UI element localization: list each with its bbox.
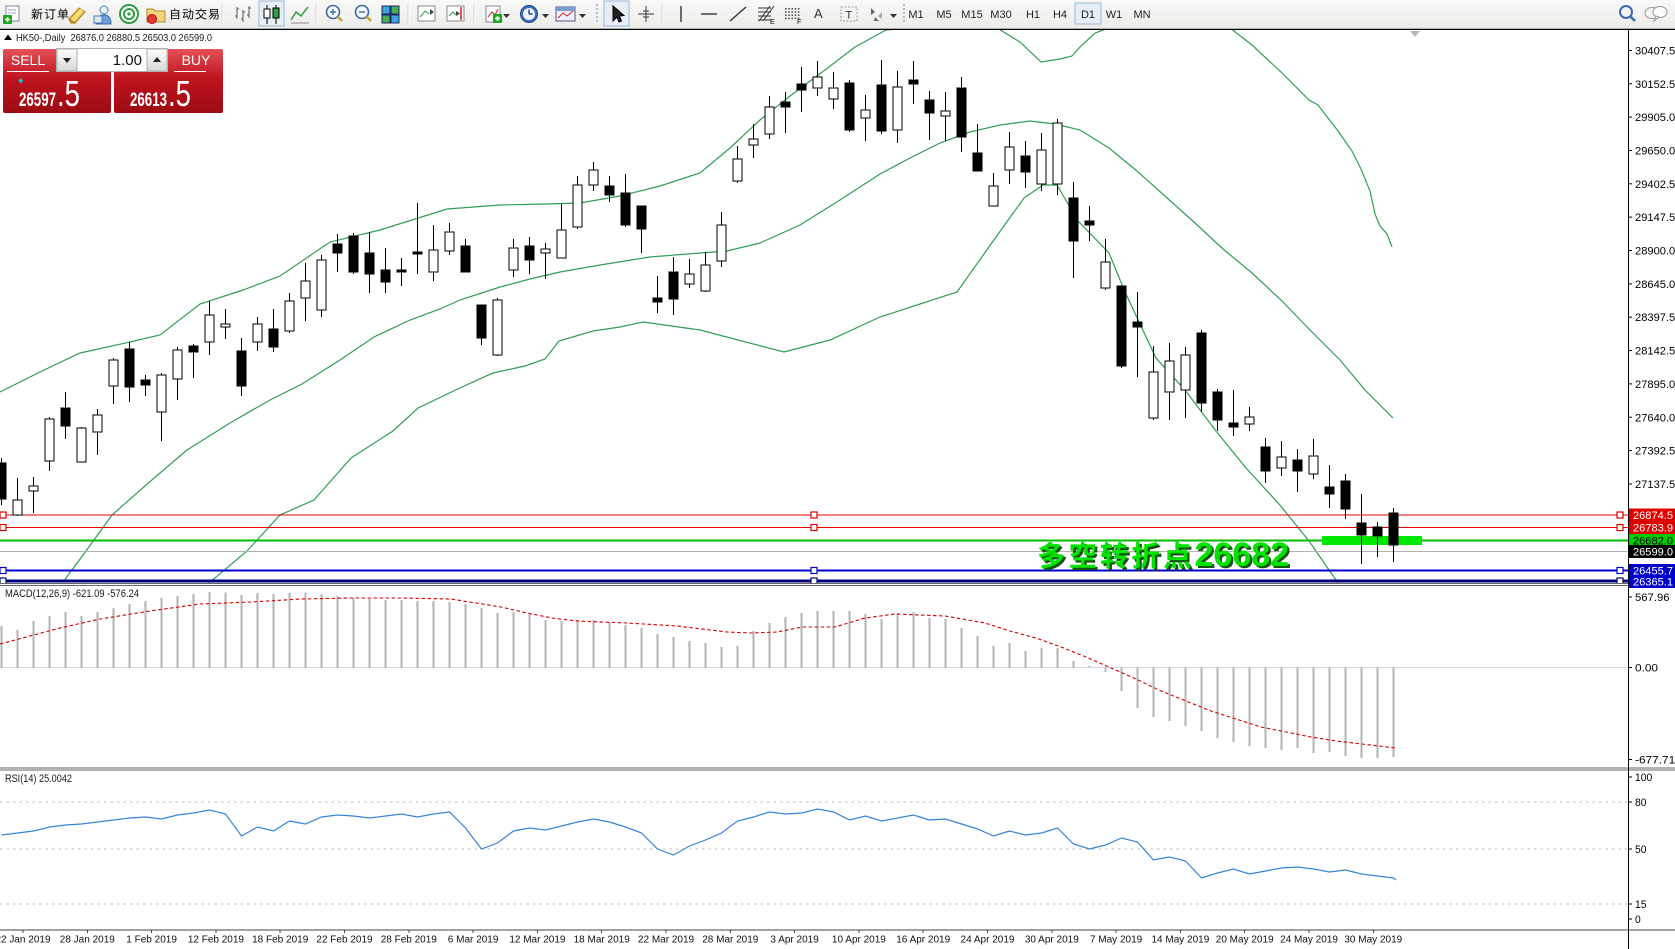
svg-text:567.96: 567.96: [1635, 592, 1670, 604]
svg-text:26613: 26613: [130, 90, 167, 111]
svg-text:BUY: BUY: [182, 52, 211, 68]
svg-text:50: 50: [1635, 844, 1647, 856]
svg-text:0.00: 0.00: [1635, 663, 1658, 675]
svg-text:T: T: [846, 10, 853, 22]
svg-text:A: A: [814, 6, 823, 21]
svg-text:MACD(12,26,9) -621.09 -576.24: MACD(12,26,9) -621.09 -576.24: [5, 588, 139, 600]
svg-text:1 Feb 2019: 1 Feb 2019: [126, 935, 177, 946]
svg-text:100: 100: [1635, 772, 1652, 784]
svg-text:M30: M30: [990, 9, 1011, 21]
svg-text:HK50-,Daily 26876.0 26880.5 2: HK50-,Daily 26876.0 26880.5 26503.0 2659…: [16, 32, 212, 44]
svg-text:MN: MN: [1133, 9, 1150, 21]
svg-text:SELL: SELL: [11, 52, 45, 68]
svg-text:29402.5: 29402.5: [1635, 179, 1675, 191]
svg-text:27895.0: 27895.0: [1635, 379, 1675, 391]
svg-text:30 May 2019: 30 May 2019: [1344, 935, 1402, 946]
svg-text:26682: 26682: [1195, 536, 1290, 574]
svg-text:12 Mar 2019: 12 Mar 2019: [509, 935, 566, 946]
svg-text:26455.7: 26455.7: [1633, 566, 1673, 578]
svg-text:.5: .5: [168, 73, 191, 114]
svg-text:26682: 26682: [1197, 538, 1292, 576]
svg-text:30152.5: 30152.5: [1635, 79, 1675, 91]
svg-text:28 Mar 2019: 28 Mar 2019: [702, 935, 759, 946]
svg-text:.5: .5: [57, 73, 80, 114]
svg-text:28900.0: 28900.0: [1635, 246, 1675, 258]
svg-text:26597: 26597: [19, 90, 56, 111]
svg-text:W1: W1: [1106, 9, 1123, 21]
svg-text:18 Feb 2019: 18 Feb 2019: [252, 935, 309, 946]
svg-text:M5: M5: [936, 9, 951, 21]
svg-text:22 Mar 2019: 22 Mar 2019: [638, 935, 695, 946]
svg-text:26874.5: 26874.5: [1633, 510, 1673, 522]
svg-text:27392.5: 27392.5: [1635, 446, 1675, 458]
svg-text:26682.0: 26682.0: [1633, 536, 1673, 548]
svg-text:28645.0: 28645.0: [1635, 279, 1675, 291]
svg-text:30407.5: 30407.5: [1635, 45, 1675, 57]
svg-text:H1: H1: [1026, 9, 1040, 21]
svg-text:28142.5: 28142.5: [1635, 346, 1675, 358]
svg-text:27137.5: 27137.5: [1635, 479, 1675, 491]
svg-text:28397.5: 28397.5: [1635, 312, 1675, 324]
svg-text:M15: M15: [961, 9, 982, 21]
svg-text:28 Jan 2019: 28 Jan 2019: [60, 935, 115, 946]
svg-text:F: F: [797, 19, 801, 26]
svg-text:D1: D1: [1081, 9, 1095, 21]
svg-text:7 May 2019: 7 May 2019: [1090, 935, 1143, 946]
svg-text:-677.71: -677.71: [1635, 755, 1675, 767]
svg-text:27640.0: 27640.0: [1635, 412, 1675, 424]
svg-text:24 Apr 2019: 24 Apr 2019: [961, 935, 1015, 946]
svg-text:24 May 2019: 24 May 2019: [1280, 935, 1338, 946]
svg-text:20 May 2019: 20 May 2019: [1216, 935, 1274, 946]
svg-text:E: E: [770, 19, 775, 26]
svg-text:10 Apr 2019: 10 Apr 2019: [832, 935, 886, 946]
svg-text:RSI(14) 25.0042: RSI(14) 25.0042: [5, 773, 72, 785]
svg-text:30 Apr 2019: 30 Apr 2019: [1025, 935, 1079, 946]
svg-text:26783.9: 26783.9: [1633, 523, 1673, 535]
svg-text:16 Apr 2019: 16 Apr 2019: [896, 935, 950, 946]
svg-text:6 Mar 2019: 6 Mar 2019: [448, 935, 499, 946]
svg-text:22 Feb 2019: 22 Feb 2019: [316, 935, 373, 946]
svg-text:28 Feb 2019: 28 Feb 2019: [381, 935, 438, 946]
svg-text:26599.0: 26599.0: [1633, 547, 1673, 559]
svg-text:3 Apr 2019: 3 Apr 2019: [770, 935, 819, 946]
svg-text:26365.1: 26365.1: [1633, 577, 1673, 589]
svg-text:29147.5: 29147.5: [1635, 212, 1675, 224]
svg-text:0: 0: [1635, 914, 1641, 926]
svg-text:12 Feb 2019: 12 Feb 2019: [188, 935, 245, 946]
svg-text:18 Mar 2019: 18 Mar 2019: [574, 935, 631, 946]
svg-text:29905.0: 29905.0: [1635, 112, 1675, 124]
svg-text:1.00: 1.00: [113, 52, 142, 69]
svg-text:29650.0: 29650.0: [1635, 145, 1675, 157]
svg-text:M1: M1: [908, 9, 923, 21]
svg-text:15: 15: [1635, 899, 1647, 911]
svg-text:14 May 2019: 14 May 2019: [1151, 935, 1209, 946]
svg-text:80: 80: [1635, 797, 1647, 809]
svg-text:22 Jan 2019: 22 Jan 2019: [0, 935, 51, 946]
svg-text:H4: H4: [1053, 9, 1067, 21]
